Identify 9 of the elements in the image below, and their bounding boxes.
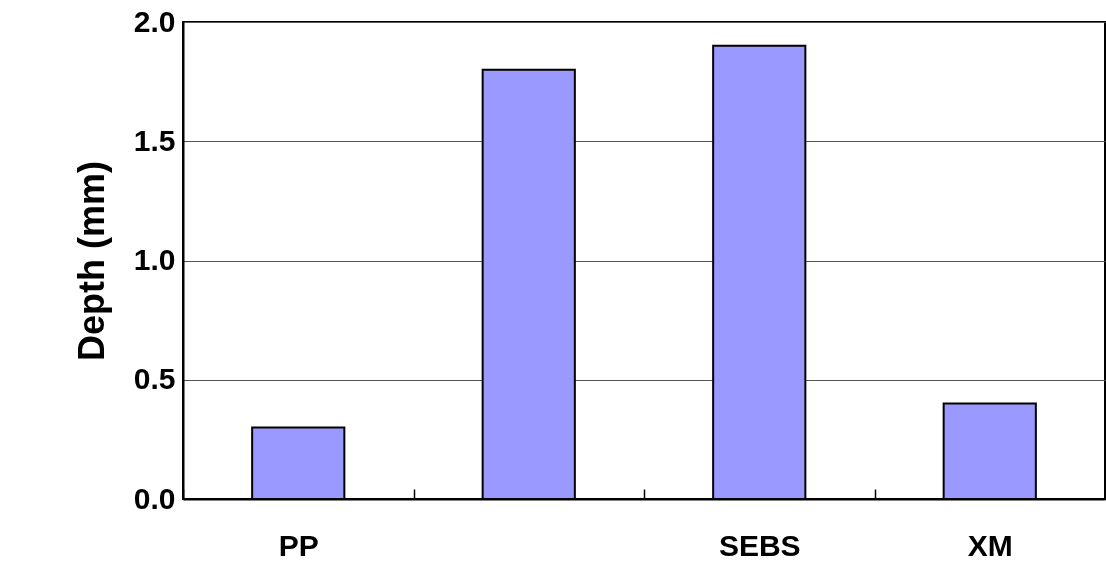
y-tick-label: 1.0 xyxy=(133,243,176,276)
y-tick-label: 0.5 xyxy=(133,362,176,396)
y-tick-label: 0.0 xyxy=(133,481,176,515)
y-tick-label: 1.5 xyxy=(133,123,176,157)
x-tick-label: SEBS xyxy=(718,528,801,562)
x-tick-label: PP xyxy=(278,528,319,562)
x-tick-label: XM xyxy=(967,528,1013,562)
y-tick-label: 2.0 xyxy=(133,4,176,38)
y-axis-title: Depth (mm) xyxy=(70,161,112,361)
